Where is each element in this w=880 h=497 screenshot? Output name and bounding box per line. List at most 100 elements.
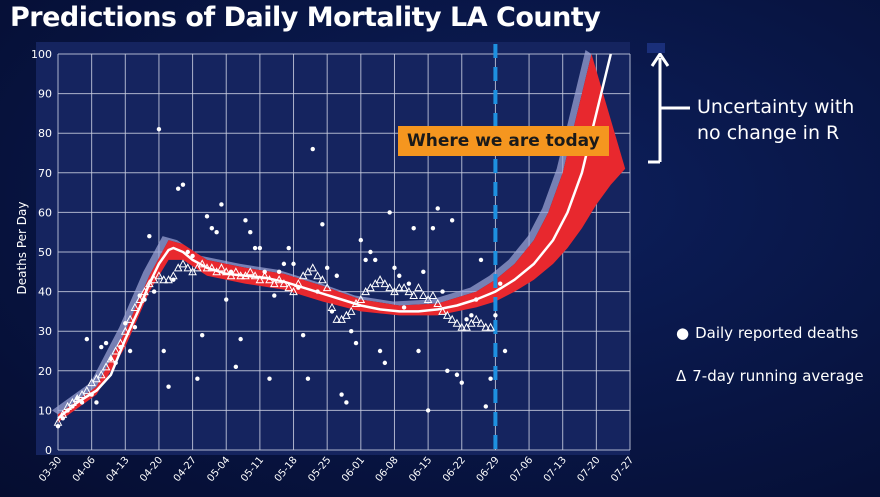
x-tick-label: 07-06 [508,455,535,484]
daily-point [127,348,133,354]
daily-point [353,340,359,346]
daily-point [498,281,503,286]
daily-point [329,309,335,314]
daily-point [373,257,378,263]
daily-point [70,404,75,409]
daily-point [392,265,397,271]
average-point [409,291,419,300]
x-tick-label: 06-01 [340,455,367,484]
average-point [394,283,404,292]
average-point [438,306,447,315]
daily-point [421,269,426,274]
average-point [260,271,270,280]
y-tick-label: 70 [38,167,52,180]
daily-point [113,360,118,366]
average-point [390,287,399,296]
daily-point [209,226,215,231]
average-point [457,322,467,331]
daily-point [464,317,469,322]
average-point [217,263,226,272]
daily-point [382,360,388,366]
average-point [318,275,327,284]
average-point [101,362,111,371]
average-point [380,279,390,288]
daily-point [180,182,186,187]
average-point [255,275,265,284]
daily-point [339,392,344,397]
x-tick-label: 07-13 [542,455,569,484]
daily-point [262,269,267,274]
x-tick-label: 05-25 [306,455,333,484]
daily-point [195,376,200,381]
y-tick-label: 40 [38,286,52,299]
average-point [279,279,289,288]
daily-point [142,297,147,302]
daily-point [248,230,253,235]
average-point [404,287,414,296]
daily-point [315,289,320,294]
daily-point [449,218,455,223]
average-point [111,346,121,355]
average-point [212,267,221,276]
daily-point [291,261,296,267]
daily-point [224,297,229,302]
average-point [471,314,481,323]
y-tick-label: 60 [38,206,52,219]
daily-point [214,230,219,235]
daily-point [478,257,484,263]
average-point [337,314,346,323]
daily-point [99,344,104,350]
daily-point [445,368,450,373]
average-point [207,263,217,272]
daily-point [267,376,272,381]
daily-point [324,265,330,271]
daily-point [435,206,440,211]
daily-point [108,356,114,362]
legend-average: Δ 7-day running average [676,367,864,385]
average-point [130,302,140,311]
daily-point [473,297,479,302]
average-point [135,294,145,304]
average-point [467,318,476,327]
daily-point [459,380,464,385]
daily-point [118,344,123,350]
daily-point [493,313,498,318]
x-tick-label: 06-29 [475,455,502,484]
uncertainty-bracket [648,51,690,164]
daily-point [103,340,109,346]
average-point [202,263,212,272]
daily-point [75,396,80,401]
daily-point [368,249,373,255]
x-tick-label: 05-11 [239,455,266,484]
daily-point [252,245,258,251]
x-tick-labels: 03-30 04-06 04-13 04-20 04-27 05-04 05-11 05-18… [37,455,636,484]
daily-point [416,348,421,354]
average-point [241,271,250,280]
y-tick-label: 10 [38,404,52,417]
daily-point [190,253,195,259]
daily-point [454,372,460,377]
daily-point [55,424,61,429]
daily-point [94,400,99,405]
daily-point [228,269,234,274]
daily-point [349,329,354,334]
daily-point [488,376,493,381]
daily-point [276,269,282,274]
daily-point [200,332,205,338]
average-point [447,314,457,323]
average-point [370,279,380,288]
daily-point [358,237,364,243]
daily-point [171,277,176,282]
daily-point [344,400,349,405]
daily-point [310,146,315,152]
x-tick-label: 05-18 [273,455,300,484]
daily-point [397,273,402,278]
daily-point [300,332,306,338]
average-point [303,267,313,276]
average-point [462,322,471,331]
y-tick-label: 90 [38,88,52,101]
median-line [57,53,613,420]
x-tick-label: 05-04 [205,455,232,484]
average-point [332,314,342,323]
